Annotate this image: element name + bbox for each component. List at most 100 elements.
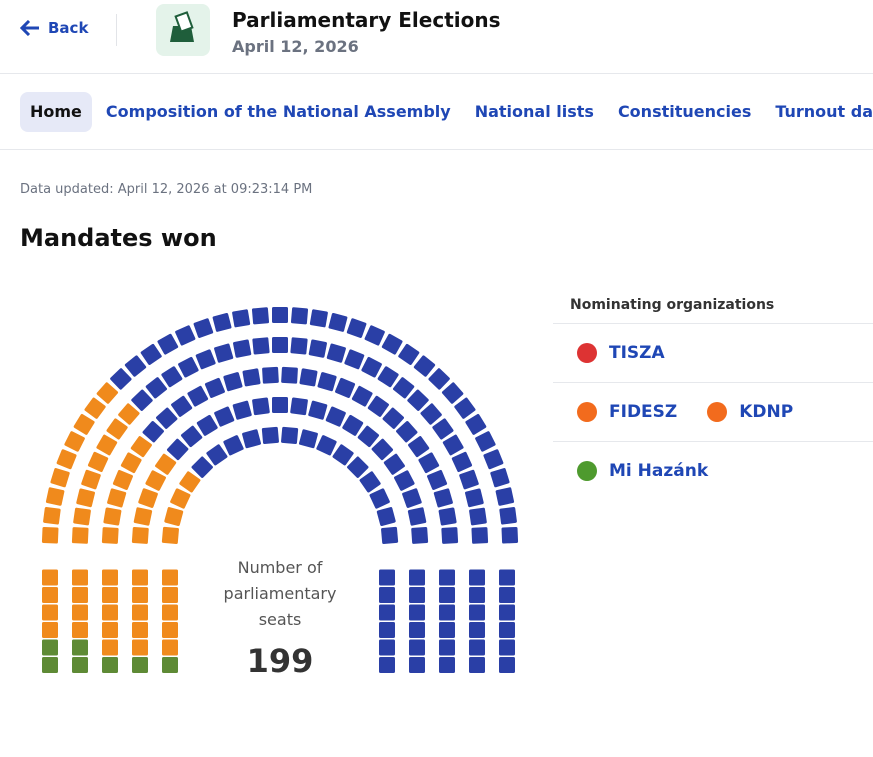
divider: [0, 149, 873, 150]
seat: [72, 569, 88, 586]
seat: [326, 343, 346, 363]
legend-entry[interactable]: FIDESZ: [577, 402, 677, 422]
legend-title: Nominating organizations: [553, 287, 873, 324]
seat: [42, 569, 58, 586]
seat: [409, 604, 425, 621]
seat: [102, 587, 118, 603]
seat: [178, 356, 199, 378]
seat: [191, 456, 213, 478]
nav-tab[interactable]: Composition of the National Assembly: [105, 102, 451, 121]
seat: [106, 418, 128, 440]
seat: [223, 435, 244, 456]
seat: [364, 325, 385, 346]
seat: [162, 657, 178, 673]
seat: [56, 449, 77, 470]
nav-tab[interactable]: Turnout data: [775, 102, 873, 121]
seat: [261, 426, 279, 444]
back-button[interactable]: Back: [20, 19, 88, 37]
seat: [393, 377, 415, 399]
legend-entry[interactable]: KDNP: [707, 402, 793, 422]
seat: [407, 389, 429, 411]
seat: [110, 368, 132, 390]
seat: [166, 438, 189, 461]
seat: [371, 438, 394, 461]
seat: [72, 657, 88, 673]
seat: [130, 436, 152, 458]
seat: [281, 426, 299, 444]
nav-tab[interactable]: National lists: [474, 102, 594, 121]
seat: [469, 569, 485, 586]
seat: [332, 444, 354, 466]
seat: [382, 407, 404, 429]
seat: [42, 639, 58, 656]
seat: [42, 587, 58, 603]
seat: [499, 507, 517, 525]
seat: [361, 356, 382, 378]
seat: [142, 421, 164, 443]
seat: [469, 604, 485, 621]
legend-entry[interactable]: TISZA: [577, 343, 665, 363]
seat: [427, 469, 448, 490]
seat: [442, 434, 464, 456]
seat: [132, 622, 148, 638]
seat: [402, 488, 422, 508]
seat: [175, 325, 196, 346]
seat: [409, 639, 425, 656]
seat: [465, 413, 487, 435]
seat: [50, 468, 70, 488]
seat: [281, 366, 298, 384]
seat: [490, 468, 510, 488]
seat: [76, 488, 95, 508]
seat: [451, 451, 473, 473]
seat: [73, 413, 95, 435]
seat: [262, 366, 279, 384]
seat: [409, 622, 425, 638]
party-name: FIDESZ: [609, 402, 678, 422]
seat: [145, 470, 166, 491]
seat: [325, 406, 346, 427]
seat: [369, 488, 390, 509]
seat: [41, 526, 59, 544]
legend-entry[interactable]: Mi Hazánk: [577, 461, 708, 481]
seat: [132, 587, 148, 603]
seat: [351, 385, 373, 407]
seat: [359, 471, 381, 493]
seat: [308, 339, 327, 358]
page-title: Parliamentary Elections: [232, 8, 501, 32]
seat: [133, 507, 153, 526]
seat: [335, 377, 356, 398]
seat: [379, 587, 395, 603]
seat: [290, 397, 308, 416]
seat: [501, 526, 519, 544]
seat: [409, 587, 425, 603]
seat: [344, 349, 365, 370]
seat: [483, 449, 504, 470]
seat: [299, 429, 318, 449]
seat: [102, 657, 118, 673]
seat: [195, 349, 216, 370]
seat: [439, 587, 455, 603]
seat: [418, 452, 440, 474]
nav-tab[interactable]: Home: [20, 92, 92, 132]
seat: [42, 622, 58, 638]
seat: [102, 569, 118, 586]
seat: [103, 507, 122, 526]
party-name: TISZA: [609, 343, 665, 363]
nav-tab[interactable]: Constituencies: [617, 102, 752, 121]
seat: [469, 587, 485, 603]
seat: [408, 436, 430, 458]
seat: [398, 343, 420, 365]
seat: [308, 400, 328, 420]
seat: [475, 431, 496, 452]
seat: [155, 453, 177, 475]
seat: [145, 377, 167, 399]
seat: [409, 569, 425, 586]
legend-row: FIDESZ KDNP: [553, 383, 873, 442]
seat: [162, 569, 178, 586]
seat: [469, 639, 485, 656]
seat: [252, 337, 270, 355]
seat: [212, 312, 232, 332]
seat: [102, 622, 118, 638]
seat: [71, 527, 89, 544]
seat: [379, 639, 395, 656]
